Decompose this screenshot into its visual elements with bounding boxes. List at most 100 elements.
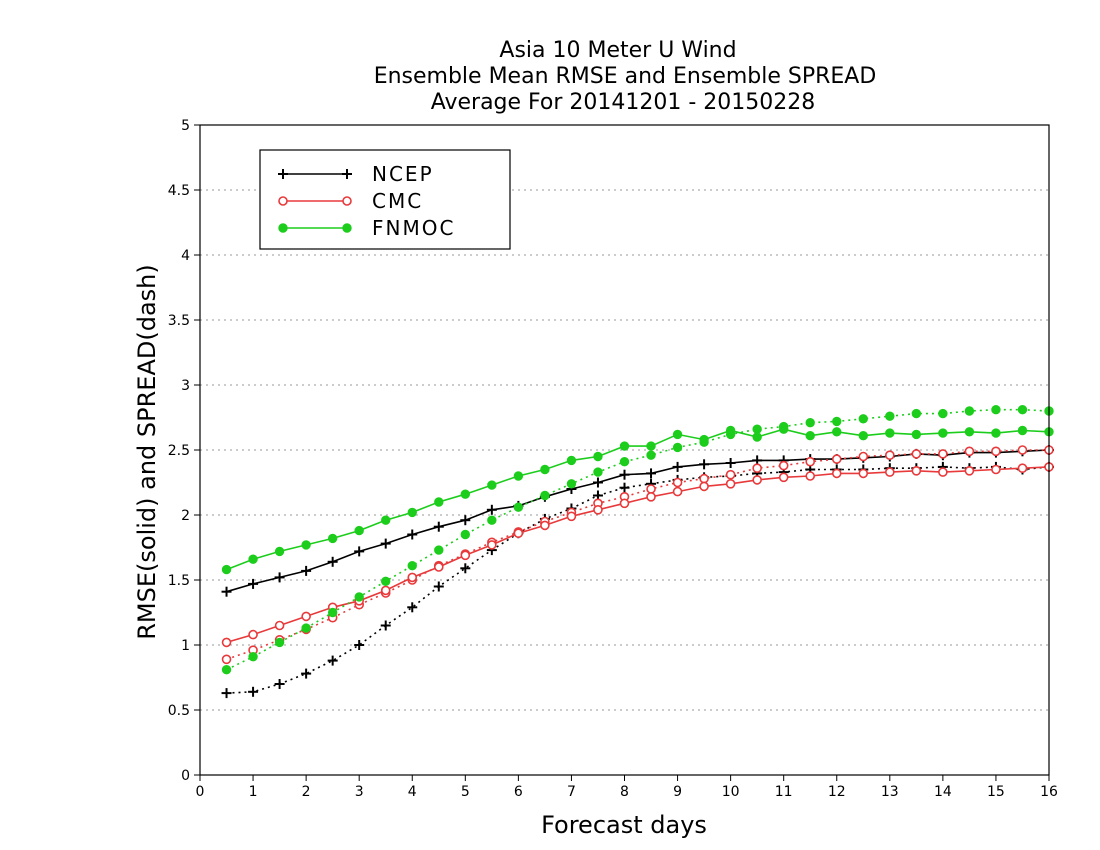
fnmoc-spread-point xyxy=(327,607,338,618)
fnmoc-rmse-point xyxy=(672,429,683,440)
fnmoc-spread-point xyxy=(858,414,868,424)
ncep-spread-point xyxy=(433,581,444,592)
cmc-rmse-point xyxy=(433,562,444,572)
fnmoc-rmse-point xyxy=(540,464,550,475)
x-tick-label: 13 xyxy=(881,784,899,800)
fnmoc-spread-point xyxy=(274,637,285,648)
fnmoc-rmse-point xyxy=(699,434,709,445)
x-tick-label: 14 xyxy=(934,784,952,800)
cmc-spread-point xyxy=(1017,445,1028,455)
fnmoc-rmse-point xyxy=(221,564,232,575)
ncep-spread-point xyxy=(221,688,232,699)
ncep-rmse-point xyxy=(274,572,285,583)
y-tick-label: 3 xyxy=(181,378,190,394)
ncep-spread-point xyxy=(460,563,471,574)
fnmoc-rmse-point xyxy=(1017,425,1028,436)
y-tick-label: 1.5 xyxy=(168,573,190,589)
ncep-rmse-point xyxy=(354,546,365,557)
fnmoc-rmse-point xyxy=(832,427,842,437)
fnmoc-rmse-point xyxy=(752,432,762,442)
ncep-rmse-point xyxy=(221,586,232,597)
fnmoc-rmse-point xyxy=(301,540,311,550)
ncep-rmse-point xyxy=(486,504,497,515)
x-tick-label: 6 xyxy=(514,784,523,800)
fnmoc-spread-point xyxy=(513,502,524,512)
fnmoc-spread-point xyxy=(407,561,417,571)
fnmoc-spread-point xyxy=(805,418,815,428)
fnmoc-rmse-point xyxy=(354,525,364,536)
cmc-rmse-point xyxy=(274,620,285,631)
cmc-rmse-point xyxy=(301,611,311,622)
x-tick-label: 10 xyxy=(722,784,740,800)
ncep-rmse-point xyxy=(380,538,391,549)
tick-layer: 00.511.522.533.544.550 1 2 3 4 5 6 7 8 9 10 11 12 13 1… xyxy=(168,118,1058,800)
fnmoc-rmse-point xyxy=(434,497,444,507)
fnmoc-spread-point xyxy=(885,411,895,421)
cmc-spread-point xyxy=(831,454,842,464)
fnmoc-spread-point xyxy=(752,424,762,434)
ncep-spread-point xyxy=(327,655,338,666)
y-tick-label: 1 xyxy=(181,638,190,654)
cmc-rmse-point xyxy=(1017,463,1028,474)
ncep-spread-point xyxy=(380,620,391,631)
series-layer xyxy=(221,405,1054,699)
ncep-rmse-point xyxy=(407,529,418,540)
x-tick-label: 16 xyxy=(1040,784,1058,800)
legend-box xyxy=(259,149,511,250)
cmc-rmse-point xyxy=(407,572,418,583)
fnmoc-rmse-point xyxy=(487,480,497,490)
ncep-rmse-point xyxy=(646,468,657,479)
title-line-3: Average For 20141201 - 20150228 xyxy=(431,90,816,115)
x-tick-label: 0 xyxy=(196,784,205,800)
cmc-rmse-point xyxy=(885,467,895,477)
x-tick-label: 7 xyxy=(567,784,576,800)
legend-marker-cmc xyxy=(278,196,288,206)
fnmoc-spread-line xyxy=(226,408,1050,671)
fnmoc-rmse-point xyxy=(646,441,656,451)
legend-marker-cmc xyxy=(342,196,352,206)
cmc-rmse-point xyxy=(248,629,258,640)
ncep-rmse-point xyxy=(433,521,444,532)
cmc-rmse-point xyxy=(964,465,975,476)
cmc-spread-point xyxy=(221,654,232,665)
x-tick-label: 3 xyxy=(355,784,364,800)
fnmoc-rmse-point xyxy=(619,441,630,451)
y-tick-label: 0.5 xyxy=(168,703,190,719)
legend-marker-fnmoc xyxy=(278,223,288,233)
fnmoc-rmse-point xyxy=(964,427,975,437)
fnmoc-spread-point xyxy=(460,529,471,540)
y-tick-label: 3.5 xyxy=(168,313,190,329)
ncep-rmse-point xyxy=(672,461,683,472)
fnmoc-rmse-point xyxy=(991,428,1001,438)
y-tick-label: 0 xyxy=(181,768,190,784)
fnmoc-rmse-point xyxy=(911,429,922,440)
fnmoc-spread-point xyxy=(1017,405,1028,415)
fnmoc-rmse-point xyxy=(725,425,736,436)
cmc-rmse-point xyxy=(831,468,842,479)
fnmoc-rmse-point xyxy=(407,507,417,518)
x-tick-label: 11 xyxy=(775,784,793,800)
ncep-spread-point xyxy=(619,482,630,493)
fnmoc-spread-point xyxy=(566,479,577,489)
cmc-rmse-point xyxy=(221,637,232,648)
fnmoc-spread-point xyxy=(672,442,683,453)
cmc-rmse-point xyxy=(566,511,577,522)
cmc-spread-point xyxy=(725,469,736,480)
cmc-spread-point xyxy=(858,451,869,462)
ncep-spread-point xyxy=(274,679,285,689)
fnmoc-rmse-point xyxy=(885,428,895,438)
x-tick-label: 15 xyxy=(987,784,1005,800)
fnmoc-spread-point xyxy=(646,450,656,460)
cmc-rmse-point xyxy=(858,468,869,479)
fnmoc-spread-point xyxy=(832,416,842,427)
cmc-spread-point xyxy=(778,460,789,471)
fnmoc-rmse-point xyxy=(805,431,815,441)
y-tick-label: 2 xyxy=(181,508,190,524)
fnmoc-spread-point xyxy=(434,545,444,555)
fnmoc-spread-point xyxy=(221,665,232,675)
fnmoc-spread-point xyxy=(381,576,391,586)
fnmoc-spread-point xyxy=(964,406,975,416)
legend-marker-ncep xyxy=(278,169,288,179)
cmc-spread-point xyxy=(964,446,975,457)
cmc-spread-point xyxy=(672,477,683,488)
